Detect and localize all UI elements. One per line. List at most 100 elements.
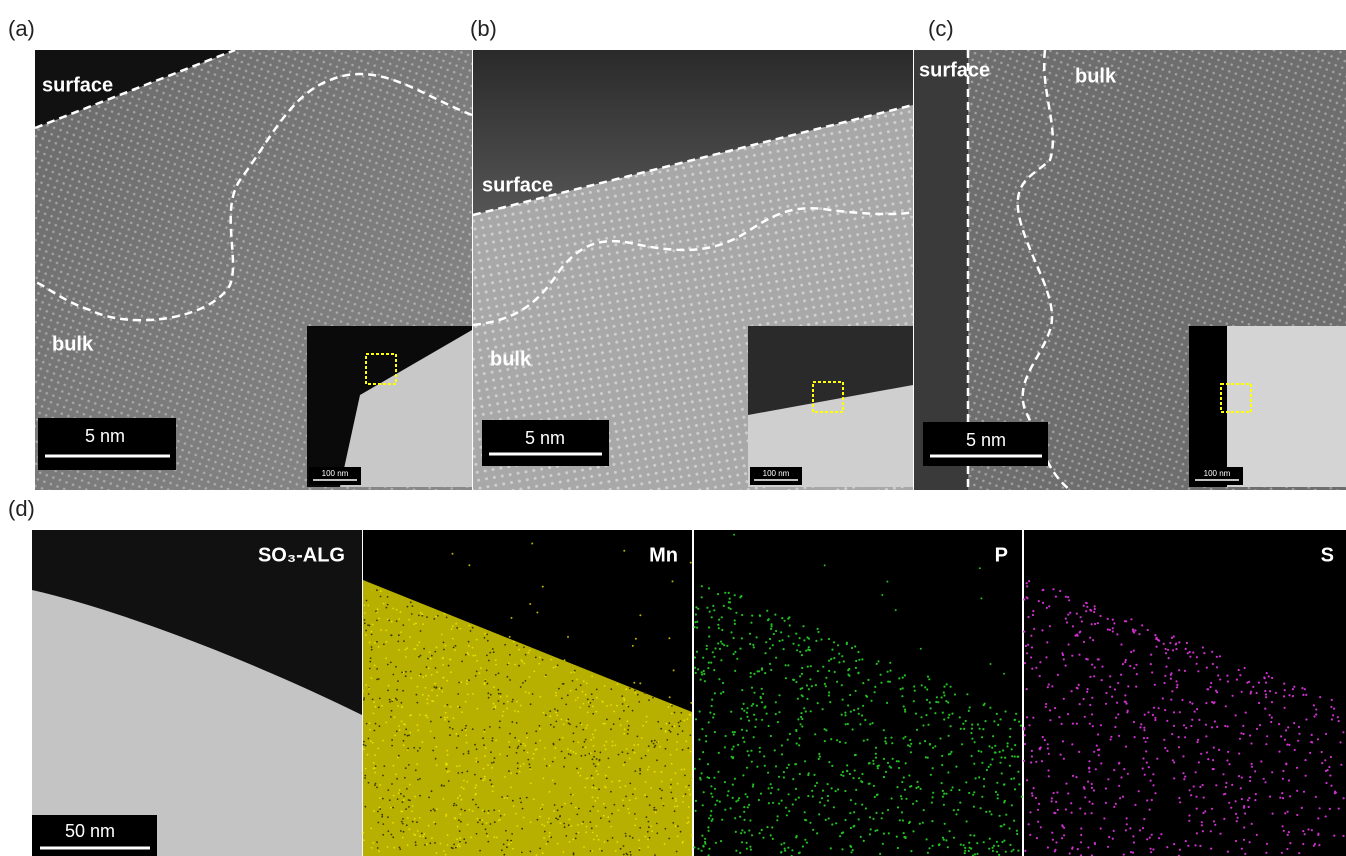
eds-dot <box>964 852 966 854</box>
eds-dot <box>486 833 488 835</box>
eds-dot <box>796 742 798 744</box>
eds-dot <box>468 750 470 752</box>
eds-dot <box>1215 784 1217 786</box>
eds-dot <box>374 665 376 667</box>
eds-dot <box>1092 803 1094 805</box>
eds-dot <box>1182 755 1184 757</box>
eds-dot <box>1175 648 1177 650</box>
eds-dot <box>518 665 520 667</box>
eds-dot <box>1063 698 1065 700</box>
eds-dot <box>642 725 644 727</box>
eds-dot <box>644 692 646 694</box>
eds-dot <box>376 679 378 681</box>
eds-dot <box>1204 810 1206 812</box>
eds-dot <box>1319 807 1321 809</box>
surface-label: surface <box>482 174 553 196</box>
eds-dot <box>705 735 707 737</box>
eds-dot <box>414 648 416 650</box>
eds-dot <box>466 680 468 682</box>
eds-dot <box>1169 642 1171 644</box>
eds-dot <box>873 763 875 765</box>
eds-dot <box>988 848 990 850</box>
eds-dot <box>1190 794 1192 796</box>
eds-dot <box>416 821 418 823</box>
eds-dot <box>439 688 441 690</box>
eds-dot <box>529 650 531 652</box>
eds-dot <box>953 837 955 839</box>
eds-dot <box>597 797 599 799</box>
eds-dot <box>957 809 959 811</box>
eds-dot <box>1134 736 1136 738</box>
eds-dot <box>941 755 943 757</box>
eds-dot <box>708 662 710 664</box>
eds-dot <box>1053 792 1055 794</box>
eds-dot <box>420 655 422 657</box>
eds-dot <box>1011 804 1013 806</box>
eds-dot <box>910 751 912 753</box>
eds-dot <box>603 815 605 817</box>
eds-dot <box>372 624 374 626</box>
eds-dot <box>516 773 518 775</box>
eds-dot <box>1063 658 1065 660</box>
eds-dot <box>510 840 512 842</box>
eds-dot <box>724 746 726 748</box>
eds-dot <box>959 716 961 718</box>
eds-dot <box>818 758 820 760</box>
eds-dot <box>685 793 687 795</box>
eds-dot <box>545 714 547 716</box>
eds-dot <box>834 671 836 673</box>
eds-dot <box>530 783 532 785</box>
eds-dot <box>734 619 736 621</box>
eds-dot <box>617 683 619 685</box>
eds-dot <box>597 773 599 775</box>
eds-dot <box>593 756 595 758</box>
eds-dot <box>433 808 435 810</box>
eds-dot <box>781 800 783 802</box>
eds-dot <box>585 739 587 741</box>
eds-dot <box>786 814 788 816</box>
eds-dot <box>1184 776 1186 778</box>
eds-dot <box>1176 684 1178 686</box>
eds-dot <box>412 805 414 807</box>
eds-dot <box>682 730 684 732</box>
eds-dot <box>1009 765 1011 767</box>
eds-dot <box>1112 838 1114 840</box>
eds-dot <box>1088 760 1090 762</box>
eds-dot <box>538 663 540 665</box>
map-title: Mn <box>649 544 678 566</box>
eds-dot <box>441 691 443 693</box>
eds-dot <box>1080 834 1082 836</box>
eds-dot <box>769 663 771 665</box>
eds-dot <box>959 802 961 804</box>
eds-dot <box>522 682 524 684</box>
eds-dot <box>1269 796 1271 798</box>
eds-dot <box>590 850 592 852</box>
eds-dot <box>1302 843 1304 845</box>
eds-dot <box>539 728 541 730</box>
eds-dot <box>522 808 524 810</box>
eds-dot <box>539 725 541 727</box>
eds-dot <box>822 708 824 710</box>
eds-dot <box>739 852 741 854</box>
eds-dot <box>958 789 960 791</box>
eds-dot <box>944 823 946 825</box>
eds-dot <box>405 728 407 730</box>
eds-dot <box>1268 675 1270 677</box>
eds-dot <box>553 726 555 728</box>
eds-dot <box>1166 750 1168 752</box>
eds-dot <box>887 681 889 683</box>
eds-dot <box>380 629 382 631</box>
eds-dot <box>436 695 438 697</box>
eds-dot <box>1091 664 1093 666</box>
eds-dot <box>581 723 583 725</box>
eds-dot <box>1254 799 1256 801</box>
eds-dot <box>746 707 748 709</box>
eds-dot <box>422 676 424 678</box>
eds-dot <box>1030 761 1032 763</box>
eds-dot <box>818 813 820 815</box>
eds-dot <box>1047 846 1049 848</box>
eds-dot <box>997 794 999 796</box>
eds-dot <box>1333 835 1335 837</box>
eds-dot <box>974 741 976 743</box>
eds-dot <box>391 634 393 636</box>
